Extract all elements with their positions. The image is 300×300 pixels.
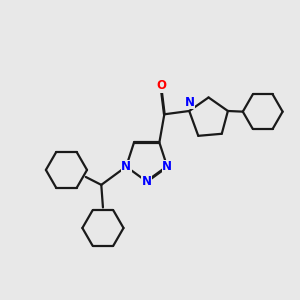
Text: N: N <box>121 160 131 173</box>
Text: O: O <box>157 79 167 92</box>
Text: N: N <box>185 96 195 109</box>
Text: N: N <box>162 160 172 173</box>
Text: N: N <box>142 175 152 188</box>
